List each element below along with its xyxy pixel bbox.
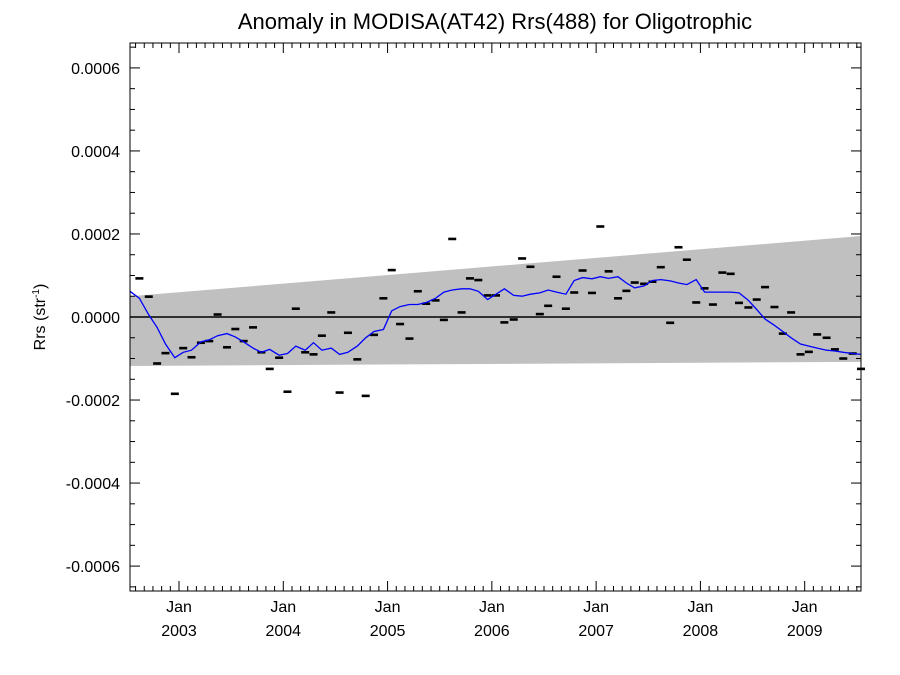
x-tick-month-label: Jan <box>270 599 296 616</box>
x-tick-year-label: 2003 <box>161 623 197 640</box>
running-mean-line <box>129 276 862 359</box>
x-tick-month-label: Jan <box>688 599 714 616</box>
y-axis-label-close: ) <box>32 284 49 289</box>
confidence-band <box>130 236 861 366</box>
y-tick-label: -0.0004 <box>66 476 120 493</box>
y-axis-label: Rrs (str-1) <box>31 284 49 351</box>
x-tick-year-label: 2007 <box>578 623 614 640</box>
y-tick-label: -0.0006 <box>66 559 120 576</box>
x-tick-year-label: 2005 <box>370 623 406 640</box>
x-tick-year-label: 2009 <box>787 623 823 640</box>
y-tick-label: 0.0004 <box>71 144 120 161</box>
x-tick-year-label: 2004 <box>265 623 301 640</box>
x-tick-year-label: 2006 <box>474 623 510 640</box>
y-tick-label: 0.0002 <box>71 227 120 244</box>
y-ticks-layer: 0.0006 0.0004 0.0002 0.0000 -0.0002 -0.0004 -0… <box>66 46 861 588</box>
x-tick-month-label: Jan <box>375 599 401 616</box>
chart-title: Anomaly in MODISA(AT42) Rrs(488) for Oli… <box>238 9 752 34</box>
y-axis-label-superscript: -1 <box>31 289 42 298</box>
x-tick-month-label: Jan <box>583 599 609 616</box>
x-tick-year-label: 2008 <box>683 623 719 640</box>
running-mean-layer <box>129 276 862 359</box>
y-tick-label: -0.0002 <box>66 393 120 410</box>
y-tick-label: 0.0006 <box>71 61 120 78</box>
y-tick-label: 0.0000 <box>71 310 120 327</box>
x-tick-month-label: Jan <box>166 599 192 616</box>
y-axis-label-main: Rrs (str <box>32 297 49 350</box>
x-tick-month-label: Jan <box>479 599 505 616</box>
x-tick-month-label: Jan <box>792 599 818 616</box>
x-ticks-layer: Jan 2003 Jan 2004 Jan 2005 Jan 2006 Jan 2007 Jan 20… <box>135 43 858 640</box>
confidence-band-layer <box>130 236 861 366</box>
